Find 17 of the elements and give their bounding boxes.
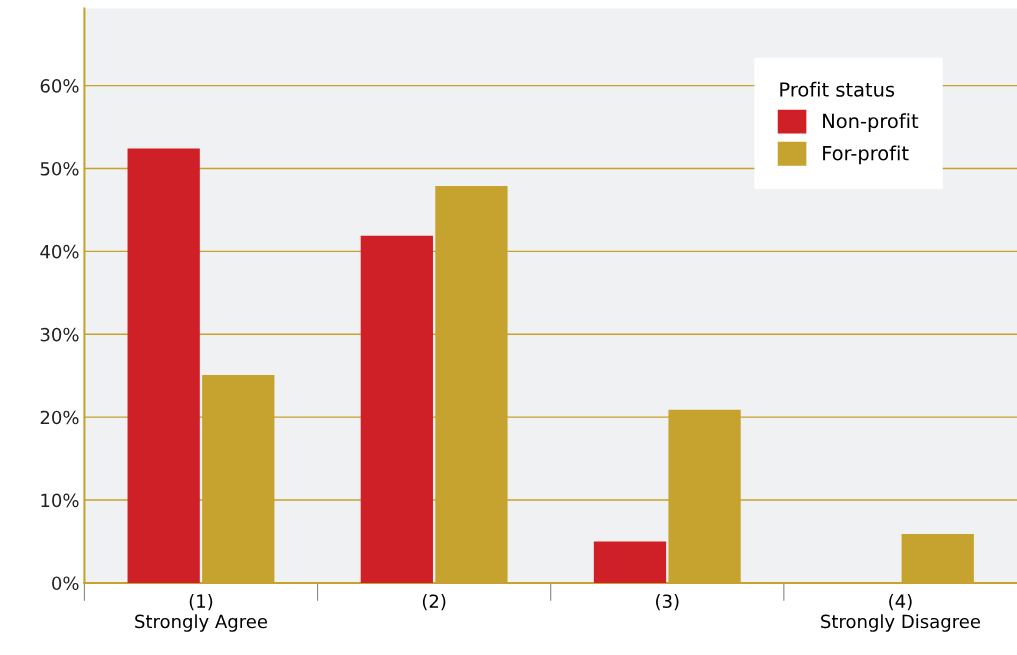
y-tick-label: 60%	[40, 79, 79, 93]
y-tick-label: 20%	[40, 410, 79, 425]
x-tick-label: (3)	[656, 594, 679, 611]
y-tick-label: 0%	[52, 576, 79, 591]
x-tick-label: (2)	[422, 594, 446, 611]
bar	[360, 235, 433, 583]
bar	[127, 148, 200, 583]
y-tick-label: 40%	[40, 244, 79, 259]
y-tick-label: 10%	[41, 493, 79, 508]
y-tick-label: 50%	[40, 161, 79, 176]
legend-title: Profit status	[780, 81, 895, 97]
y-tick-label: 30%	[40, 327, 79, 342]
legend-label: Non-profit	[823, 113, 919, 133]
x-tick-label: (4) Strongly Disagree	[821, 594, 980, 632]
x-tick-label: (1) Strongly Agree	[135, 594, 268, 632]
legend-label: For-profit	[823, 145, 909, 165]
bar	[593, 541, 667, 583]
